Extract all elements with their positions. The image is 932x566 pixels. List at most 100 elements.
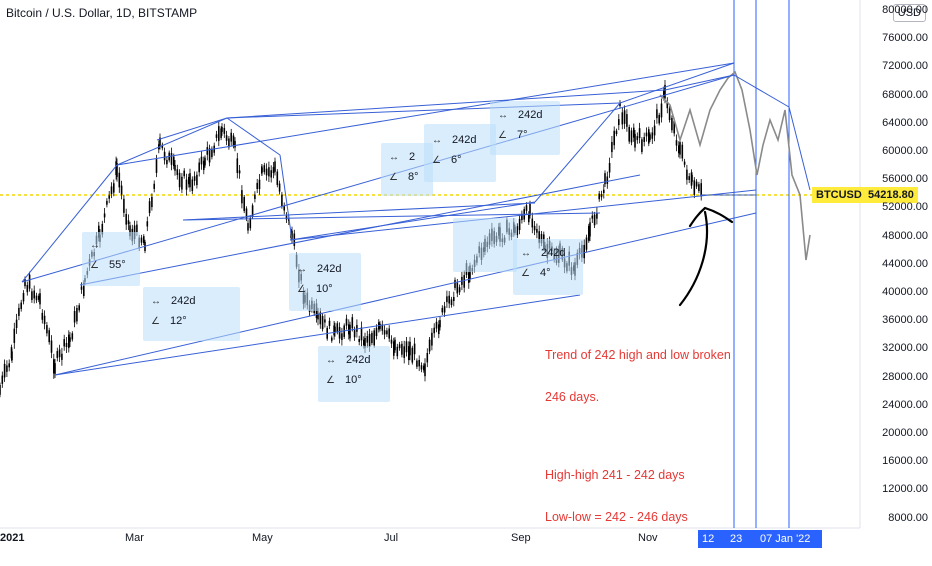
measure-box[interactable]: ↔ 242d ∠ 7° <box>490 101 560 155</box>
candle-body <box>338 327 341 339</box>
candle-body <box>596 212 598 219</box>
candle-body <box>604 173 606 185</box>
trend-line <box>226 89 666 119</box>
candle-body <box>183 170 185 177</box>
y-axis-label: 80000.00 <box>882 4 928 16</box>
currency-badge[interactable]: USD <box>892 4 926 22</box>
candle-body <box>428 339 431 352</box>
candle-body <box>15 319 18 329</box>
candle-body <box>360 327 363 341</box>
candle-body <box>247 223 249 231</box>
candle-body <box>274 161 276 172</box>
candle-body <box>221 127 223 132</box>
candle-body <box>540 233 543 244</box>
annotation-line: High-high 241 - 242 days <box>545 468 685 482</box>
measure-days: 242d <box>171 295 196 307</box>
candle-body <box>71 333 74 340</box>
measure-days: 242d <box>452 134 477 146</box>
measure-box[interactable]: ↔ 242d ∠ 10° <box>289 253 361 311</box>
candle-body <box>198 162 200 173</box>
candle-body <box>218 126 220 141</box>
candle-body <box>671 117 673 131</box>
candle-body <box>628 127 630 142</box>
candle-body <box>518 218 521 231</box>
candle-body <box>600 194 603 198</box>
candle-body <box>123 198 125 213</box>
measure-box[interactable]: ↔ ∠ 55° <box>82 232 140 286</box>
y-axis-label: 40000.00 <box>882 286 928 298</box>
candle-body <box>193 176 196 181</box>
candle-body <box>435 321 438 329</box>
candle-body <box>345 318 348 326</box>
candle-body <box>468 272 470 283</box>
candle-body <box>348 324 350 335</box>
trend-line <box>534 102 621 203</box>
candle-body <box>223 127 226 134</box>
trend-line <box>289 201 536 241</box>
candle-body <box>660 103 663 118</box>
candle-body <box>11 351 13 361</box>
candle-body <box>18 307 20 316</box>
candle-body <box>189 173 191 188</box>
candle-body <box>33 290 35 299</box>
measure-box[interactable] <box>453 218 517 272</box>
candle-body <box>83 282 85 296</box>
y-axis-label: 8000.00 <box>888 511 928 524</box>
annotation-text[interactable]: Trend of 242 high and low broken 246 day… <box>545 320 731 552</box>
range-icon: ↔ <box>498 109 508 121</box>
candle-body <box>630 130 633 143</box>
candle-body <box>13 328 16 343</box>
candle-body <box>258 179 261 190</box>
candle-body <box>381 324 384 331</box>
candle-body <box>538 231 540 243</box>
candle-body <box>65 342 68 348</box>
candle-body <box>643 137 645 142</box>
candle-body <box>225 135 228 141</box>
candle-body <box>623 110 626 124</box>
candle-body <box>78 305 80 311</box>
candle-body <box>151 196 153 208</box>
candle-body <box>536 228 538 233</box>
candle-body <box>386 330 388 335</box>
candle-body <box>53 359 55 374</box>
candle-body <box>394 339 396 351</box>
candle-body <box>585 237 588 250</box>
trend-line <box>664 74 735 91</box>
candle-body <box>658 114 660 124</box>
candle-body <box>351 317 354 329</box>
candle-body <box>317 313 319 320</box>
range-icon: ↔ <box>432 134 442 146</box>
y-axis-label: 56000.00 <box>882 173 928 186</box>
measure-days: 242d <box>541 247 566 259</box>
candle-body <box>181 176 183 190</box>
candle-body <box>243 197 245 212</box>
candle-body <box>153 183 155 189</box>
candle-body <box>438 324 440 335</box>
candle-body <box>589 222 591 237</box>
measure-box[interactable]: ↔ 242d ∠ 12° <box>143 287 240 341</box>
candle-body <box>403 346 405 358</box>
measure-box[interactable]: ↔ 242d ∠ 6° <box>424 124 496 182</box>
candle-body <box>220 128 222 138</box>
candle-body <box>103 213 106 218</box>
candle-body <box>270 170 272 178</box>
candle-body <box>698 184 700 191</box>
candle-body <box>203 160 205 171</box>
measure-box[interactable]: ↔ 2 ∠ 8° <box>381 143 433 196</box>
candle-body <box>373 330 375 346</box>
chart-title: Bitcoin / U.S. Dollar, 1D, BITSTAMP <box>6 6 198 20</box>
trend-line <box>116 117 228 166</box>
candle-body <box>611 141 613 153</box>
candle-body <box>3 363 6 378</box>
candle-body <box>416 360 418 367</box>
y-axis-label: 76000.00 <box>882 32 928 45</box>
candle-body <box>278 183 281 192</box>
candle-body <box>695 181 698 187</box>
candle-body <box>268 167 270 177</box>
candle-body <box>20 302 22 309</box>
measure-box[interactable]: ↔ 242d ∠ 10° <box>318 346 390 402</box>
y-axis-label: 60000.00 <box>882 145 928 157</box>
x-axis-label: Sep <box>511 532 531 544</box>
measure-box[interactable]: ↔ 242d ∠ 4° <box>513 239 583 295</box>
